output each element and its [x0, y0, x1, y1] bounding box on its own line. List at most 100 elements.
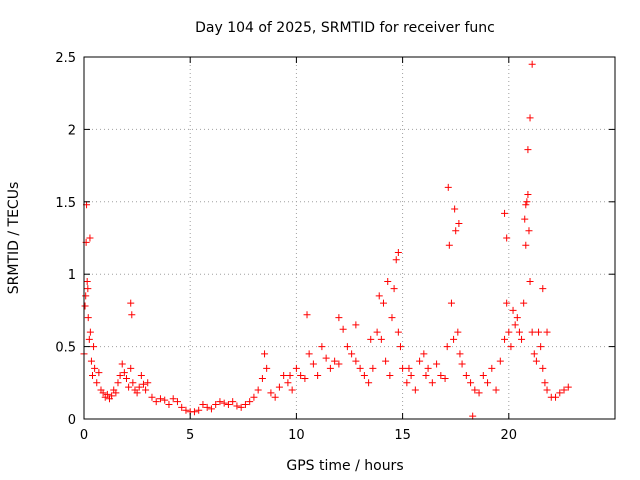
data-point — [411, 386, 419, 394]
data-point — [199, 401, 207, 409]
data-point — [428, 379, 436, 387]
data-point — [86, 328, 94, 336]
data-point — [88, 372, 96, 380]
data-point — [522, 241, 530, 249]
data-point — [91, 364, 99, 372]
data-point — [503, 234, 511, 242]
x-tick-label: 15 — [394, 428, 411, 443]
data-point — [286, 372, 294, 380]
x-axis-label: GPS time / hours — [286, 458, 403, 474]
data-point — [543, 386, 551, 394]
data-point — [127, 299, 135, 307]
data-point — [420, 350, 428, 358]
data-point — [335, 360, 343, 368]
data-point — [161, 396, 169, 404]
data-point — [535, 328, 543, 336]
data-point — [203, 403, 211, 411]
data-point — [503, 299, 511, 307]
data-point — [275, 383, 283, 391]
data-point — [335, 314, 343, 322]
data-point — [90, 343, 98, 351]
data-point — [169, 395, 177, 403]
data-point — [396, 343, 404, 351]
data-point — [379, 299, 387, 307]
data-point — [95, 369, 103, 377]
data-point — [263, 364, 271, 372]
y-tick-label: 2.5 — [55, 51, 76, 66]
data-point — [507, 343, 515, 351]
data-point — [254, 386, 262, 394]
data-point — [416, 357, 424, 365]
data-point — [152, 398, 160, 406]
data-point — [479, 372, 487, 380]
data-point — [331, 357, 339, 365]
data-point — [118, 360, 126, 368]
data-point — [352, 321, 360, 329]
data-point — [120, 369, 128, 377]
data-point — [384, 277, 392, 285]
data-point — [454, 328, 462, 336]
data-point — [513, 314, 521, 322]
data-point — [301, 374, 309, 382]
data-point — [112, 389, 120, 397]
x-tick-label: 20 — [501, 428, 518, 443]
data-point — [390, 285, 398, 293]
data-point — [445, 241, 453, 249]
data-point — [424, 364, 432, 372]
data-point — [564, 383, 572, 391]
data-point — [452, 227, 460, 235]
data-point — [521, 215, 529, 223]
data-point — [81, 302, 89, 310]
data-point — [399, 364, 407, 372]
y-tick-label: 1.5 — [55, 196, 76, 211]
data-point — [212, 401, 220, 409]
x-tick-label: 10 — [288, 428, 305, 443]
data-point — [505, 328, 513, 336]
plot-frame — [83, 56, 616, 420]
data-point — [352, 357, 360, 365]
data-point — [530, 350, 538, 358]
data-point — [488, 364, 496, 372]
data-point — [543, 328, 551, 336]
data-point — [99, 389, 107, 397]
data-point — [528, 60, 536, 68]
y-tick-label: 0 — [68, 413, 76, 428]
data-point — [86, 234, 94, 242]
data-point — [392, 256, 400, 264]
data-point — [522, 201, 530, 209]
data-point — [165, 401, 173, 409]
data-point — [467, 379, 475, 387]
data-point — [523, 198, 531, 206]
data-point — [195, 406, 203, 414]
data-point — [314, 372, 322, 380]
data-point — [83, 277, 91, 285]
data-point — [137, 372, 145, 380]
data-point — [297, 372, 305, 380]
data-point — [326, 364, 334, 372]
data-point — [444, 183, 452, 191]
chart-title: Day 104 of 2025, SRMTID for receiver fun… — [195, 20, 495, 36]
data-point — [556, 389, 564, 397]
data-point — [305, 350, 313, 358]
axis-ticks: 0 5 10 15 20 0 0.5 1 1.5 2 2.5 — [55, 51, 615, 443]
data-point — [271, 393, 279, 401]
data-point — [365, 379, 373, 387]
data-point — [455, 220, 463, 228]
data-point — [394, 248, 402, 256]
data-point — [322, 354, 330, 362]
data-point — [356, 364, 364, 372]
data-point — [139, 380, 147, 388]
data-point — [258, 374, 266, 382]
data-point — [280, 372, 288, 380]
y-tick-label: 1 — [68, 268, 76, 283]
data-point — [475, 389, 483, 397]
data-point — [237, 403, 245, 411]
data-point — [114, 379, 122, 387]
data-point — [484, 379, 492, 387]
data-point — [450, 335, 458, 343]
data-point — [224, 401, 232, 409]
data-point — [142, 386, 150, 394]
data-point — [122, 374, 130, 382]
data-point — [127, 364, 135, 372]
data-point — [87, 357, 95, 365]
